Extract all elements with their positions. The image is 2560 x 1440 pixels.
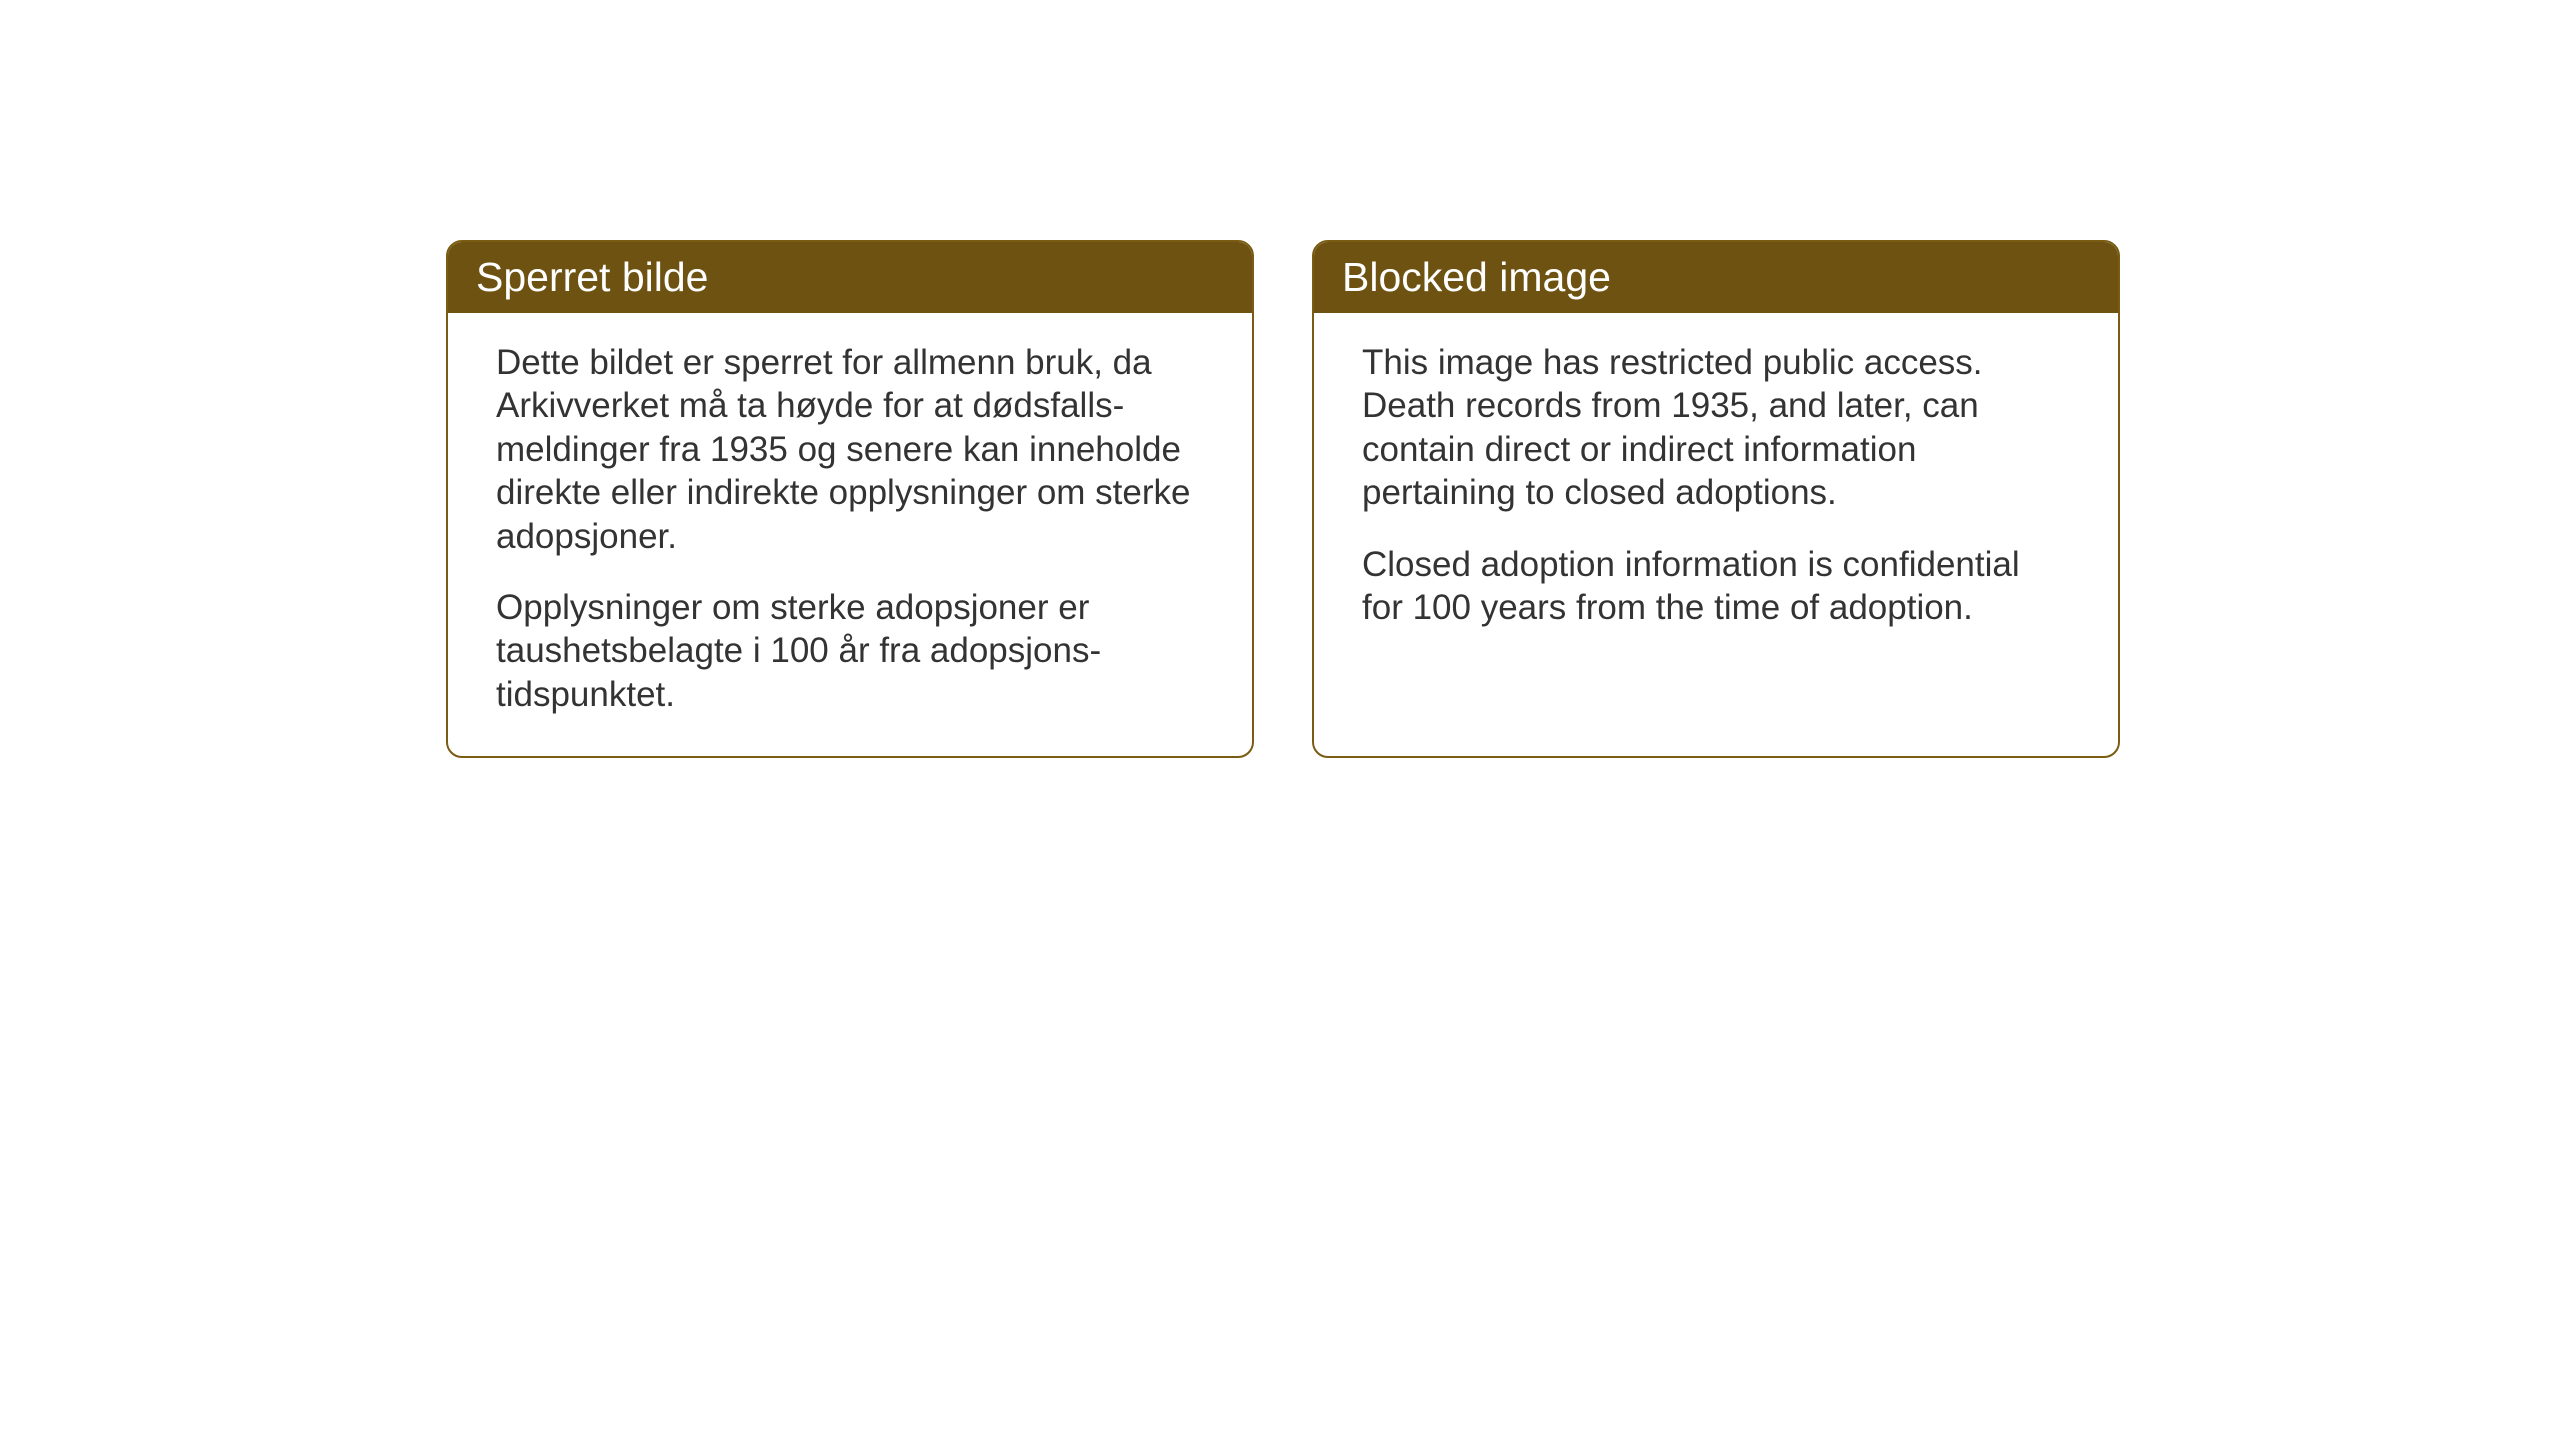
card-header: Blocked image bbox=[1314, 242, 2118, 313]
card-title: Sperret bilde bbox=[476, 254, 708, 300]
card-title: Blocked image bbox=[1342, 254, 1611, 300]
card-paragraph: Dette bildet er sperret for allmenn bruk… bbox=[496, 341, 1204, 558]
card-paragraph: This image has restricted public access.… bbox=[1362, 341, 2070, 515]
notice-card-english: Blocked image This image has restricted … bbox=[1312, 240, 2120, 758]
card-paragraph: Closed adoption information is confident… bbox=[1362, 543, 2070, 630]
card-body: This image has restricted public access.… bbox=[1314, 313, 2118, 669]
card-body: Dette bildet er sperret for allmenn bruk… bbox=[448, 313, 1252, 756]
card-header: Sperret bilde bbox=[448, 242, 1252, 313]
notice-card-norwegian: Sperret bilde Dette bildet er sperret fo… bbox=[446, 240, 1254, 758]
card-paragraph: Opplysninger om sterke adopsjoner er tau… bbox=[496, 586, 1204, 716]
notice-container: Sperret bilde Dette bildet er sperret fo… bbox=[446, 240, 2120, 758]
